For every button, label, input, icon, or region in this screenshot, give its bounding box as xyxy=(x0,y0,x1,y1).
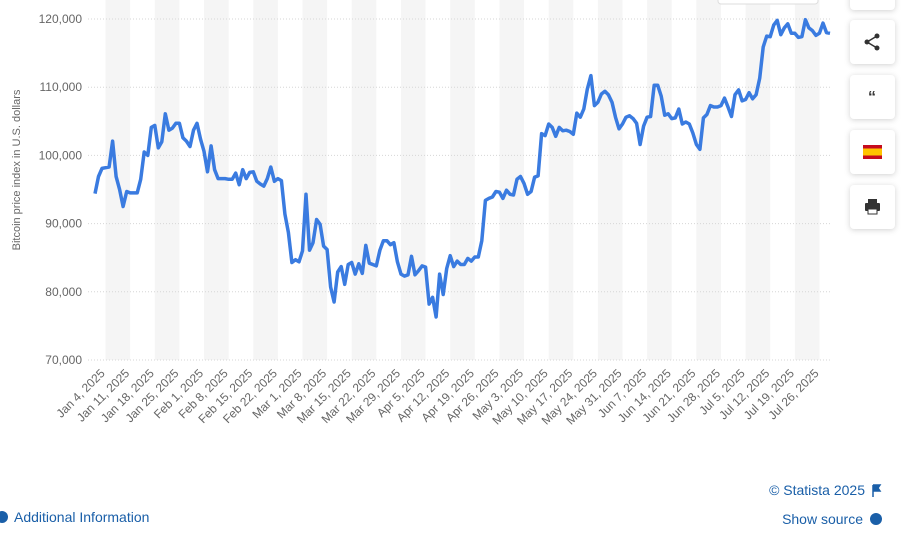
band xyxy=(794,0,820,360)
band xyxy=(154,0,180,360)
band xyxy=(400,0,426,360)
band xyxy=(499,0,525,360)
band xyxy=(696,0,721,360)
menu-box[interactable] xyxy=(717,0,819,5)
band xyxy=(351,0,377,360)
print-button[interactable] xyxy=(850,185,895,229)
show-source[interactable]: Show source xyxy=(782,511,863,527)
band xyxy=(302,0,328,360)
info-icon xyxy=(870,513,882,525)
info-icon xyxy=(0,511,8,523)
y-tick-label: 100,000 xyxy=(39,148,83,162)
flag-icon xyxy=(872,484,882,497)
y-tick-label: 90,000 xyxy=(45,217,82,231)
y-tick-label: 120,000 xyxy=(39,12,83,26)
y-tick-label: 80,000 xyxy=(45,285,82,299)
copyright: © Statista 2025 xyxy=(769,482,865,498)
line xyxy=(93,17,831,319)
cite-button[interactable]: “ xyxy=(850,75,895,119)
y-tick-label: 110,000 xyxy=(40,80,83,94)
svg-text:“: “ xyxy=(868,89,876,106)
y-tick-label: 70,000 xyxy=(45,353,82,367)
band xyxy=(450,0,475,360)
band xyxy=(647,0,672,360)
band xyxy=(745,0,771,360)
button[interactable] xyxy=(850,0,895,10)
band xyxy=(597,0,623,360)
y-axis-label: Bitcoin price index in U.S. dollars xyxy=(11,89,23,250)
share-button[interactable] xyxy=(850,20,895,64)
bands xyxy=(105,0,820,360)
additional-info[interactable]: Additional Information xyxy=(14,509,149,525)
language-button[interactable] xyxy=(850,130,895,174)
band xyxy=(548,0,574,360)
